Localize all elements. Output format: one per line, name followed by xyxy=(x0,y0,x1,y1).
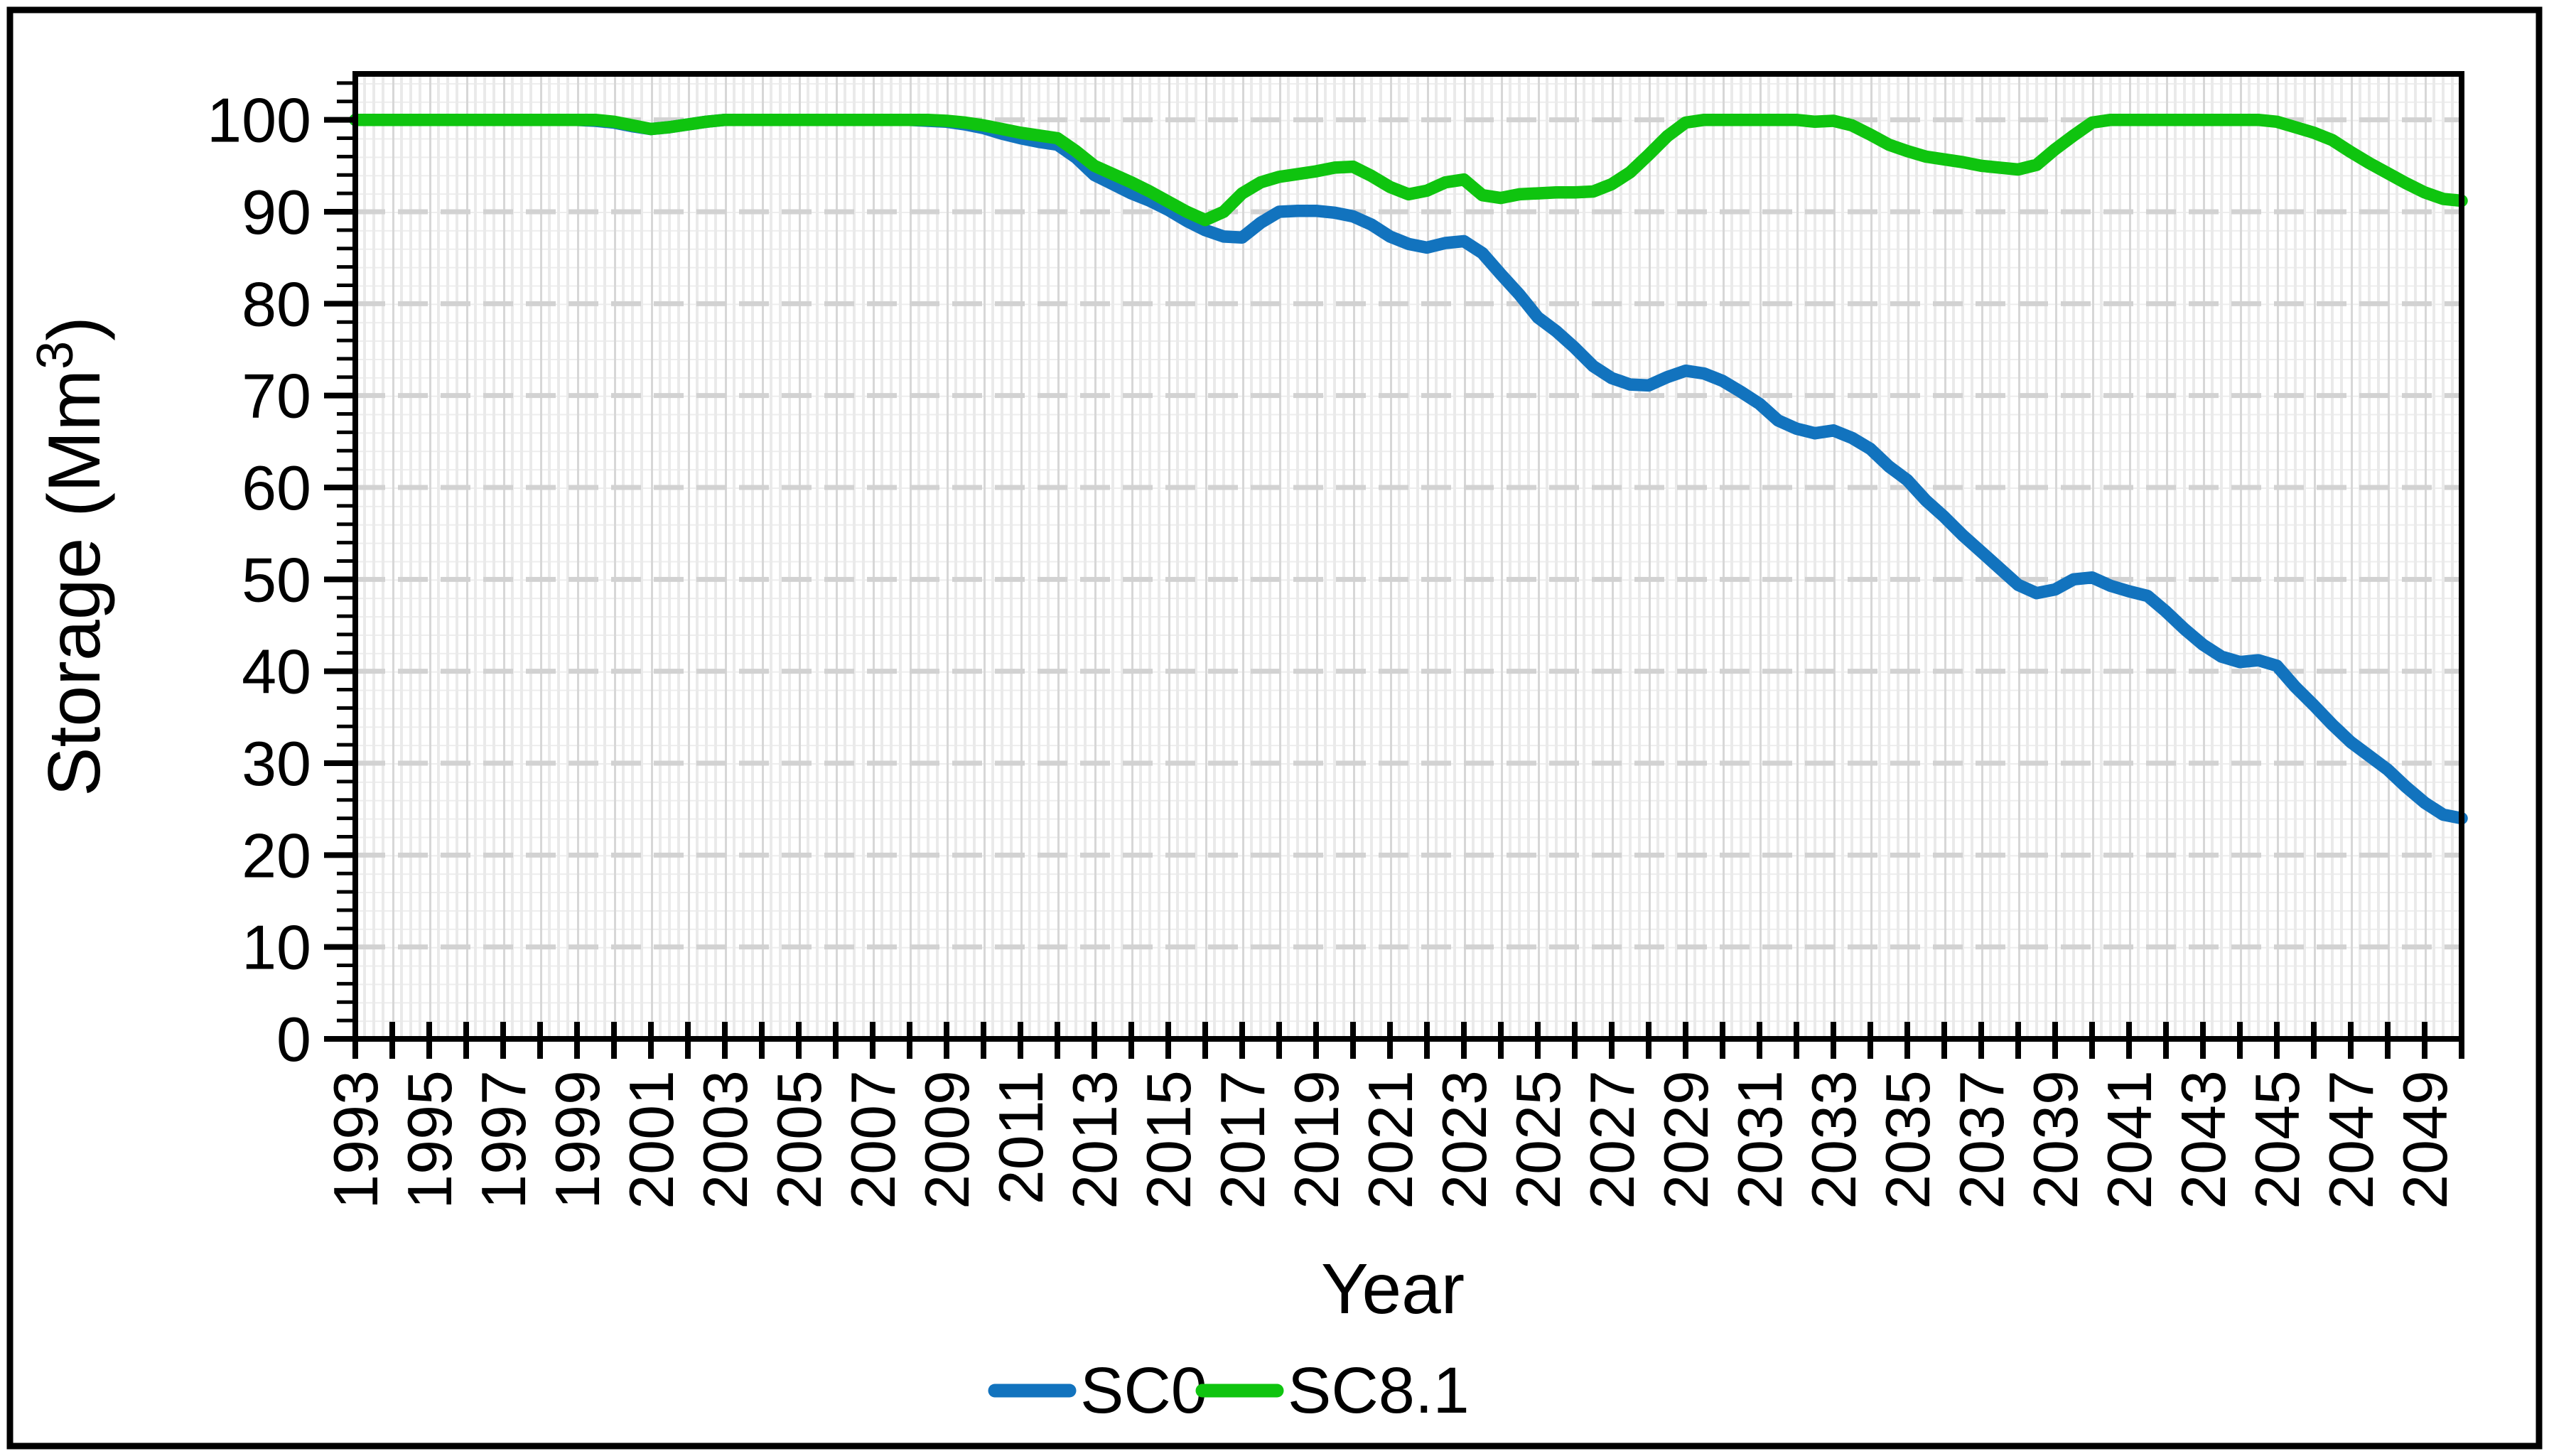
x-tick-label-2029: 2029 xyxy=(1651,1070,1721,1209)
x-tick-label-1997: 1997 xyxy=(468,1070,539,1209)
x-tick-label-2031: 2031 xyxy=(1725,1070,1795,1209)
x-tick-label-2045: 2045 xyxy=(2242,1070,2312,1209)
x-tick-label-2039: 2039 xyxy=(2020,1070,2091,1209)
series-line-sc8-1 xyxy=(349,113,2468,227)
y-tick-label-20: 20 xyxy=(242,820,311,890)
x-tick-label-2043: 2043 xyxy=(2168,1070,2238,1209)
x-tick-label-2027: 2027 xyxy=(1577,1070,1647,1209)
x-tick-label-2007: 2007 xyxy=(838,1070,908,1209)
plot-frame xyxy=(352,71,2464,1042)
legend-label-sc0: SC0 xyxy=(1080,1354,1207,1427)
x-tick-label-2023: 2023 xyxy=(1429,1070,1499,1209)
y-tick-label-40: 40 xyxy=(242,637,311,707)
y-tick-label-30: 30 xyxy=(242,728,311,799)
x-tick-label-1993: 1993 xyxy=(320,1070,391,1209)
x-tick-label-2001: 2001 xyxy=(616,1070,686,1209)
x-tick-label-2047: 2047 xyxy=(2316,1070,2386,1209)
y-tick-label-50: 50 xyxy=(242,544,311,615)
minor-gridlines xyxy=(355,74,2462,1039)
y-axis-title: Storage (Mm3) xyxy=(27,316,116,797)
figure-border xyxy=(6,6,2543,1450)
x-axis-title: Year xyxy=(1321,1249,1465,1329)
x-tick-label-2019: 2019 xyxy=(1281,1070,1352,1209)
x-tick-label-2015: 2015 xyxy=(1133,1070,1204,1209)
major-gridlines xyxy=(355,117,2462,950)
axis-tick-labels: 1993 1995 1997 1999 2001 2003 2005 2007 2009 2011… xyxy=(207,85,2460,1209)
x-tick-label-2013: 2013 xyxy=(1060,1070,1130,1209)
x-tick-label-2041: 2041 xyxy=(2094,1070,2165,1209)
legend: SC0 SC8.1 xyxy=(988,1354,1470,1427)
y-tick-label-70: 70 xyxy=(242,361,311,431)
x-tick-label-2017: 2017 xyxy=(1207,1070,1278,1209)
x-tick-label-2011: 2011 xyxy=(986,1070,1056,1204)
x-tick-label-2033: 2033 xyxy=(1799,1070,1869,1209)
x-tick-label-1995: 1995 xyxy=(394,1070,465,1209)
x-tick-label-2035: 2035 xyxy=(1872,1070,1943,1209)
y-tick-label-100: 100 xyxy=(207,85,311,156)
y-tick-label-90: 90 xyxy=(242,177,311,247)
axis-ticks xyxy=(324,81,2464,1059)
legend-label-sc8-1: SC8.1 xyxy=(1288,1354,1470,1427)
x-tick-label-2049: 2049 xyxy=(2390,1070,2460,1209)
series-lines xyxy=(349,113,2468,825)
x-tick-label-1999: 1999 xyxy=(542,1070,613,1209)
x-tick-label-2009: 2009 xyxy=(912,1070,982,1209)
y-tick-label-10: 10 xyxy=(242,912,311,983)
x-tick-label-2025: 2025 xyxy=(1503,1070,1573,1209)
x-tick-label-2037: 2037 xyxy=(1946,1070,2017,1209)
x-tick-label-2003: 2003 xyxy=(690,1070,760,1209)
y-tick-label-0: 0 xyxy=(276,1004,311,1074)
y-tick-label-80: 80 xyxy=(242,269,311,339)
y-tick-label-60: 60 xyxy=(242,453,311,523)
x-tick-label-2005: 2005 xyxy=(764,1070,834,1209)
x-tick-label-2021: 2021 xyxy=(1355,1070,1426,1209)
